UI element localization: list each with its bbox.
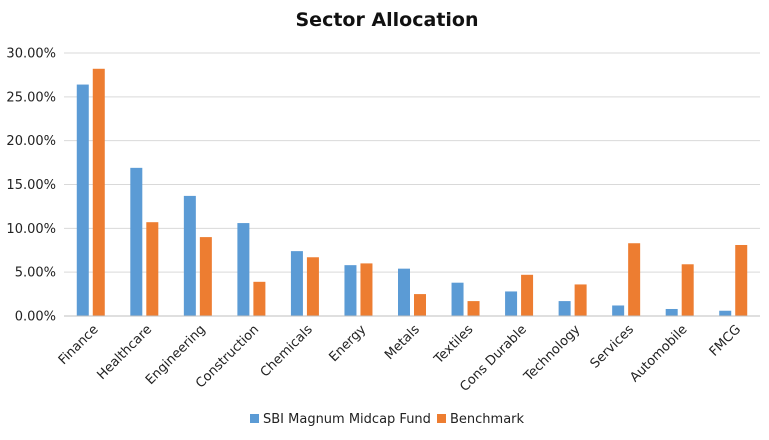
bar-benchmark xyxy=(414,294,426,316)
bar-benchmark xyxy=(681,264,694,316)
bar-benchmark xyxy=(360,263,373,316)
bar-benchmark xyxy=(574,284,587,316)
x-tick-label: Energy xyxy=(326,322,369,365)
bar-benchmark xyxy=(199,237,212,316)
bar-benchmark xyxy=(735,244,748,316)
x-tick-label: Technology xyxy=(521,322,584,385)
legend-label: SBI Magnum Midcap Fund xyxy=(263,412,431,427)
bar-fund xyxy=(183,195,196,316)
bar-fund xyxy=(451,282,464,316)
y-axis-tick-labels: 0.00% 5.00% 10.00% 15.00% 20.00% 25.00% 30.00% xyxy=(6,47,56,325)
x-tick-label: Automobile xyxy=(627,322,690,385)
x-tick-label: Textiles xyxy=(431,322,477,368)
bar-fund xyxy=(344,265,357,316)
bar-fund xyxy=(290,251,303,316)
bar-fund xyxy=(76,84,89,316)
bar-benchmark xyxy=(253,281,266,316)
bar-benchmark xyxy=(92,68,105,316)
bar-fund xyxy=(665,308,678,316)
legend-swatch xyxy=(437,414,446,423)
bar-benchmark xyxy=(628,243,641,316)
bar-fund xyxy=(237,223,250,316)
bar-fund xyxy=(130,167,143,316)
bar-benchmark xyxy=(306,257,319,316)
bar-fund xyxy=(398,268,410,316)
y-tick-label: 5.00% xyxy=(15,266,56,281)
bar-benchmark xyxy=(521,274,534,316)
y-tick-label: 0.00% xyxy=(15,310,56,325)
bar-fund xyxy=(719,310,732,316)
y-tick-label: 20.00% xyxy=(6,134,56,149)
x-tick-label: Metals xyxy=(382,322,423,363)
bars xyxy=(76,68,748,316)
chart-title: Sector Allocation xyxy=(296,9,479,31)
y-tick-label: 30.00% xyxy=(6,47,56,62)
x-tick-label: Finance xyxy=(56,322,102,368)
gridlines xyxy=(64,52,760,273)
bar-fund xyxy=(558,301,571,316)
bar-benchmark xyxy=(467,301,480,316)
y-tick-label: 15.00% xyxy=(6,178,56,193)
bar-fund xyxy=(505,291,518,316)
x-tick-label: Services xyxy=(588,322,638,372)
y-tick-label: 10.00% xyxy=(6,222,56,237)
bar-benchmark xyxy=(146,222,159,316)
x-axis-tick-labels: FinanceHealthcareEngineeringConstruction… xyxy=(56,322,744,395)
legend: SBI Magnum Midcap Fund Benchmark xyxy=(250,412,525,427)
x-tick-label: Chemicals xyxy=(258,322,316,380)
x-tick-label: FMCG xyxy=(707,322,744,359)
y-tick-label: 25.00% xyxy=(6,90,56,105)
legend-label: Benchmark xyxy=(450,412,525,427)
bar-fund xyxy=(612,305,625,316)
legend-swatch xyxy=(250,414,259,423)
